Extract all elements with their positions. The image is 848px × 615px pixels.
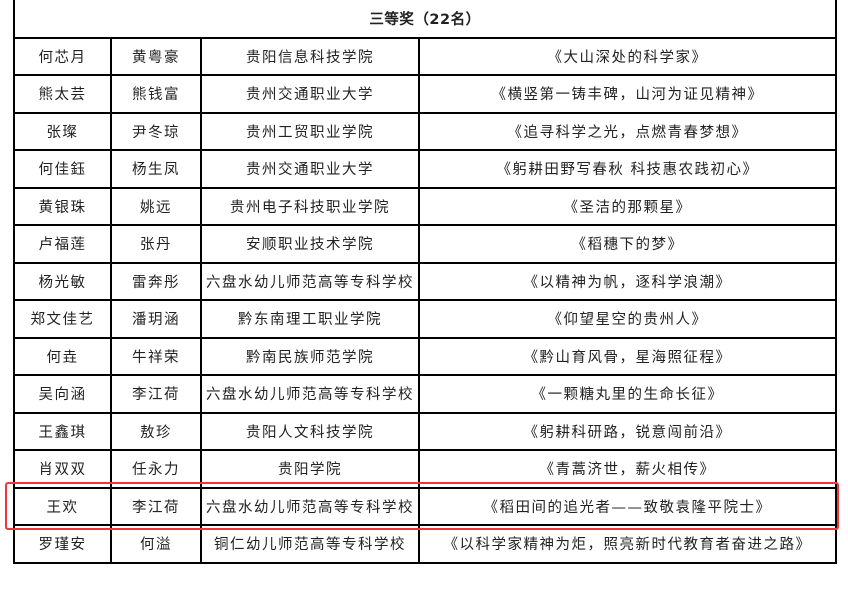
section-title: 三等奖（22名） [13, 0, 837, 39]
student-name: 王欢 [13, 486, 112, 526]
school-name: 贵阳学院 [200, 449, 420, 489]
work-title: 《大山深处的科学家》 [418, 36, 837, 76]
work-title: 《一颗糖丸里的生命长征》 [418, 374, 837, 414]
school-name: 六盘水幼儿师范高等专科学校 [200, 261, 420, 301]
work-title: 《黔山育风骨，星海照征程》 [418, 336, 837, 376]
table-row: 何芯月 黄粤豪 贵阳信息科技学院 《大山深处的科学家》 [13, 36, 837, 76]
work-title: 《仰望星空的贵州人》 [418, 299, 837, 339]
advisor-name: 张丹 [110, 224, 202, 264]
advisor-name: 熊钱富 [110, 74, 202, 114]
work-title: 《青蒿济世，薪火相传》 [418, 449, 837, 489]
school-name: 贵州电子科技职业学院 [200, 186, 420, 226]
work-title: 《追寻科学之光，点燃青春梦想》 [418, 111, 837, 151]
school-name: 铜仁幼儿师范高等专科学校 [200, 524, 420, 564]
advisor-name: 雷奔彤 [110, 261, 202, 301]
school-name: 黔东南理工职业学院 [200, 299, 420, 339]
table-row: 何垚 牛祥荣 黔南民族师范学院 《黔山育风骨，星海照征程》 [13, 336, 837, 376]
advisor-name: 杨生凤 [110, 149, 202, 189]
student-name: 肖双双 [13, 449, 112, 489]
table-row-highlighted: 肖双双 任永力 贵阳学院 《青蒿济世，薪火相传》 [13, 449, 837, 489]
student-name: 罗瑾安 [13, 524, 112, 564]
work-title: 《躬耕田野写春秋 科技惠农践初心》 [418, 149, 837, 189]
award-table: 三等奖（22名） 何芯月 黄粤豪 贵阳信息科技学院 《大山深处的科学家》 熊太芸 熊钱富贵… [13, 0, 837, 564]
student-name: 黄银珠 [13, 186, 112, 226]
advisor-name: 尹冬琼 [110, 111, 202, 151]
advisor-name: 何溢 [110, 524, 202, 564]
school-name: 贵阳信息科技学院 [200, 36, 420, 76]
advisor-name: 潘玥涵 [110, 299, 202, 339]
advisor-name: 牛祥荣 [110, 336, 202, 376]
advisor-name: 李江荷 [110, 374, 202, 414]
advisor-name: 敖珍 [110, 411, 202, 451]
student-name: 杨光敏 [13, 261, 112, 301]
school-name: 贵州工贸职业学院 [200, 111, 420, 151]
student-name: 吴向涵 [13, 374, 112, 414]
school-name: 贵州交通职业大学 [200, 149, 420, 189]
student-name: 郑文佳艺 [13, 299, 112, 339]
school-name: 贵阳人文科技学院 [200, 411, 420, 451]
work-title: 《横竖第一铸丰碑，山河为证见精神》 [418, 74, 837, 114]
work-title: 《以科学家精神为炬，照亮新时代教育者奋进之路》 [418, 524, 837, 564]
student-name: 何芯月 [13, 36, 112, 76]
work-title: 《稻田间的追光者——致敬袁隆平院士》 [418, 486, 837, 526]
school-name: 安顺职业技术学院 [200, 224, 420, 264]
work-title: 《以精神为帆，逐科学浪潮》 [418, 261, 837, 301]
table-row: 王欢 李江荷 六盘水幼儿师范高等专科学校 《稻田间的追光者——致敬袁隆平院士》 [13, 486, 837, 526]
school-name: 六盘水幼儿师范高等专科学校 [200, 486, 420, 526]
advisor-name: 任永力 [110, 449, 202, 489]
advisor-name: 黄粤豪 [110, 36, 202, 76]
student-name: 何垚 [13, 336, 112, 376]
student-name: 王鑫琪 [13, 411, 112, 451]
school-name: 黔南民族师范学院 [200, 336, 420, 376]
work-title: 《稻穗下的梦》 [418, 224, 837, 264]
table-row: 罗瑾安 何溢 铜仁幼儿师范高等专科学校 《以科学家精神为炬，照亮新时代教育者奋进之路》 [13, 524, 837, 564]
table-row: 吴向涵 李江荷 六盘水幼儿师范高等专科学校 《一颗糖丸里的生命长征》 [13, 374, 837, 414]
table-row: 黄银珠 姚远 贵州电子科技职业学院 《圣洁的那颗星》 [13, 186, 837, 226]
award-table-container: 三等奖（22名） 何芯月 黄粤豪 贵阳信息科技学院 《大山深处的科学家》 熊太芸 熊钱富贵… [13, 0, 837, 564]
work-title: 《躬耕科研路，锐意闯前沿》 [418, 411, 837, 451]
student-name: 卢福莲 [13, 224, 112, 264]
student-name: 张璨 [13, 111, 112, 151]
school-name: 贵州交通职业大学 [200, 74, 420, 114]
student-name: 何佳鈺 [13, 149, 112, 189]
table-row: 熊太芸 熊钱富 贵州交通职业大学 《横竖第一铸丰碑，山河为证见精神》 [13, 74, 837, 114]
advisor-name: 李江荷 [110, 486, 202, 526]
school-name: 六盘水幼儿师范高等专科学校 [200, 374, 420, 414]
table-row: 郑文佳艺 潘玥涵 黔东南理工职业学院 《仰望星空的贵州人》 [13, 299, 837, 339]
table-row: 杨光敏 雷奔彤 六盘水幼儿师范高等专科学校 《以精神为帆，逐科学浪潮》 [13, 261, 837, 301]
table-row: 王鑫琪 敖珍 贵阳人文科技学院 《躬耕科研路，锐意闯前沿》 [13, 411, 837, 451]
table-row: 张璨 尹冬琼 贵州工贸职业学院 《追寻科学之光，点燃青春梦想》 [13, 111, 837, 151]
student-name: 熊太芸 [13, 74, 112, 114]
table-row: 何佳鈺 杨生凤 贵州交通职业大学 《躬耕田野写春秋 科技惠农践初心》 [13, 149, 837, 189]
section-header-row: 三等奖（22名） [13, 0, 837, 39]
work-title: 《圣洁的那颗星》 [418, 186, 837, 226]
advisor-name: 姚远 [110, 186, 202, 226]
table-row: 卢福莲 张丹 安顺职业技术学院 《稻穗下的梦》 [13, 224, 837, 264]
